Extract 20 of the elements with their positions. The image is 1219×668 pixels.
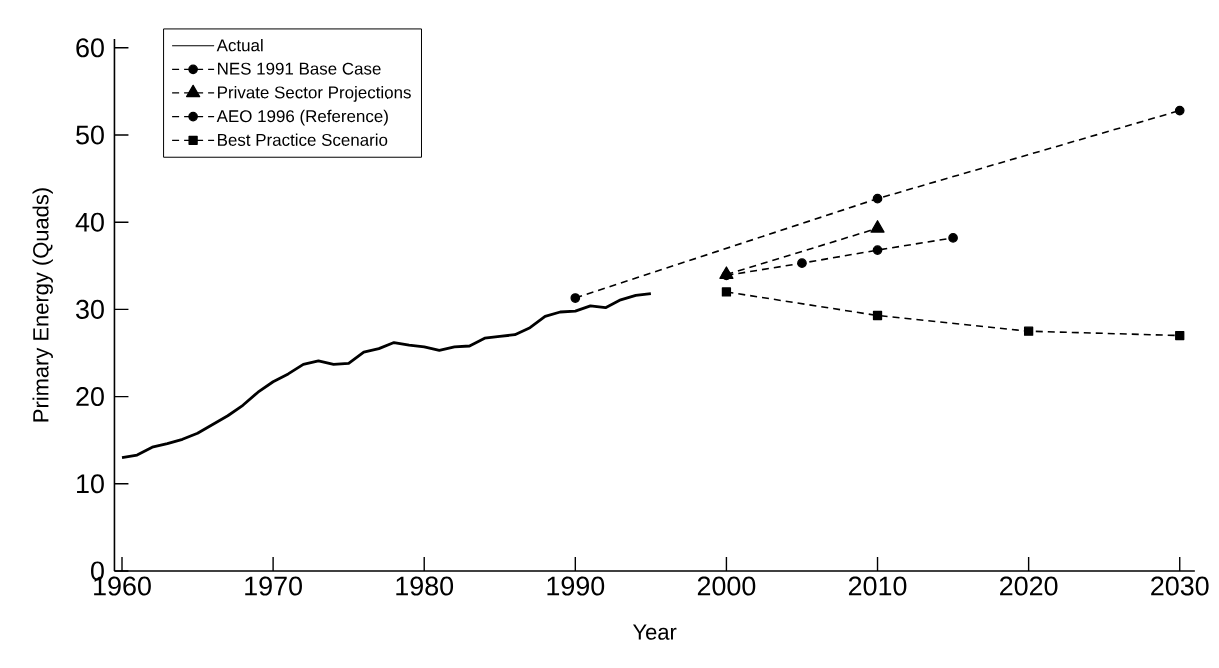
legend-label: NES 1991 Base Case	[218, 62, 381, 75]
x-tick-label: 1980	[396, 576, 454, 596]
x-tick-label: 2020	[1000, 576, 1058, 596]
legend-label: Private Sector Projections	[218, 85, 411, 102]
legend-label: Best Practice Scenario	[218, 133, 388, 146]
x-tick-label: 2010	[848, 576, 907, 596]
x-axis-title: Year	[632, 624, 677, 640]
y-tick-label: 40	[75, 212, 104, 232]
y-tick-label: 10	[77, 474, 104, 494]
x-tick-label: 2000	[697, 576, 756, 596]
legend-label: AEO 1996 (Reference)	[216, 109, 388, 126]
y-axis-title: Primary Energy (Quads)	[32, 188, 53, 422]
x-tick-label: 1990	[547, 576, 605, 596]
y-tick-label: 60	[76, 38, 104, 58]
y-tick-label: 50	[76, 125, 104, 145]
x-tick-label: 1970	[245, 576, 302, 596]
y-tick-label: 20	[76, 387, 104, 407]
y-tick-label: 30	[76, 299, 104, 319]
x-tick-label: 2030	[1151, 576, 1209, 596]
legend-label: Actual	[216, 38, 263, 52]
